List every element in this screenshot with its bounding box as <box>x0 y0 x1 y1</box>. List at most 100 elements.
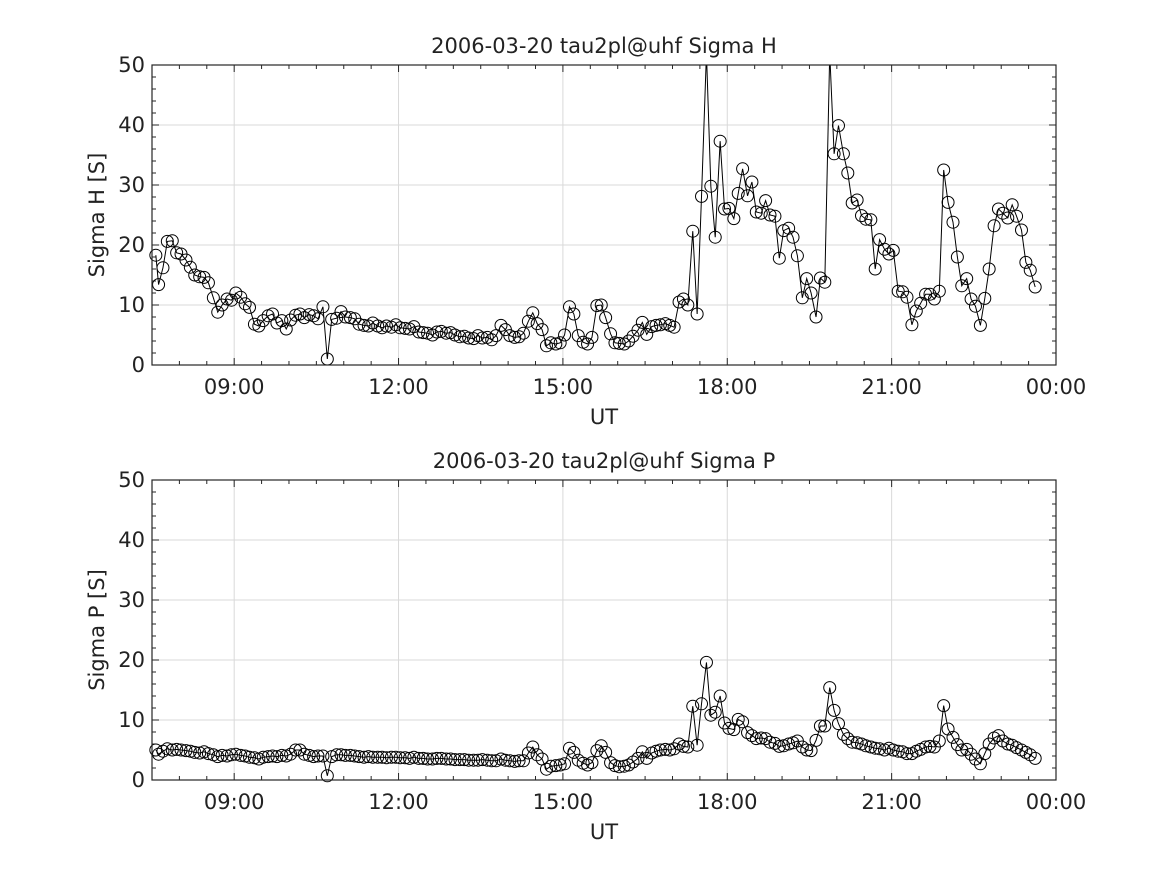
sigma-p-data-point <box>407 750 421 764</box>
sigma-p-data-point <box>831 717 845 731</box>
sigma-p-data-point <box>946 730 960 744</box>
sigma-p-data-point <box>188 745 202 759</box>
sigma-h-data-point <box>612 336 626 350</box>
sigma-h-data-point <box>201 276 215 290</box>
sigma-h-data-point <box>594 298 608 312</box>
sigma-p-ytick-label: 40 <box>118 528 145 552</box>
sigma-p-plot-area: 09:00 12:00 15:00 18:00 21:00 00:00 0 10 20 30 40 5… <box>118 0 1086 814</box>
sigma-h-xlabel: UT <box>590 405 618 429</box>
sigma-h-data-point <box>211 305 225 319</box>
sigma-p-data-point <box>439 752 453 766</box>
sigma-h-data-point <box>672 295 686 309</box>
sigma-h-data-point <box>1034 0 1046 6</box>
sigma-p-data-point <box>416 751 430 765</box>
sigma-h-data-point <box>289 308 303 322</box>
sigma-p-data-point <box>681 740 695 754</box>
sigma-p-data-point <box>375 750 389 764</box>
sigma-h-data-point <box>868 262 882 276</box>
sigma-h-data-point <box>1005 198 1019 212</box>
sigma-h-data-point <box>824 47 836 59</box>
sigma-h-data-point <box>827 147 841 161</box>
sigma-h-ytick-label: 10 <box>118 293 145 317</box>
sigma-p-data-point <box>498 753 512 767</box>
sigma-h-data-point <box>991 202 1005 216</box>
sigma-h-data-point <box>749 205 763 219</box>
sigma-h-data-point <box>544 336 558 350</box>
sigma-p-data-point <box>266 749 280 763</box>
sigma-p-data-point <box>964 747 978 761</box>
sigma-p-data-point <box>270 750 284 764</box>
sigma-p-data-point <box>421 752 435 766</box>
sigma-p-data-point <box>795 740 809 754</box>
sigma-p-data-point <box>389 750 403 764</box>
sigma-p-data-point <box>334 748 348 762</box>
sigma-p-data-point <box>590 744 604 758</box>
sigma-p-data-point <box>622 758 636 772</box>
sigma-p-data-point <box>297 747 311 761</box>
sigma-h-data-point <box>562 300 576 314</box>
sigma-p-data-point <box>379 751 393 765</box>
sigma-p-data-point <box>1028 751 1042 765</box>
sigma-h-data-point <box>1014 223 1028 237</box>
sigma-p-data-point <box>444 752 458 766</box>
sigma-p-data-point <box>526 740 540 754</box>
sigma-p-data-point <box>859 739 873 753</box>
sigma-h-data-point <box>855 209 868 223</box>
sigma-h-data-point <box>909 304 923 318</box>
sigma-p-data-point <box>763 735 777 749</box>
sigma-p-data-point <box>640 751 654 765</box>
sigma-p-data-point <box>612 760 626 774</box>
sigma-h-data-point <box>695 189 709 203</box>
sigma-p-data-point <box>745 729 759 743</box>
sigma-h-data-point <box>581 337 595 351</box>
sigma-p-data-point <box>462 753 476 767</box>
sigma-p-data-point <box>900 747 914 761</box>
sigma-p-data-point <box>708 705 722 719</box>
sigma-h-data-point <box>690 307 704 321</box>
sigma-p-data-point <box>919 740 933 754</box>
sigma-h-data-point <box>937 163 951 177</box>
sigma-p-data-point <box>686 699 700 713</box>
sigma-h-data-point <box>275 314 289 328</box>
sigma-h-data-point <box>361 319 375 333</box>
sigma-p-data-point <box>434 751 448 765</box>
sigma-h-data-point <box>800 272 814 286</box>
sigma-p-data-point <box>562 741 576 755</box>
sigma-h-data-point <box>759 194 773 208</box>
sigma-h-data-point <box>745 175 759 189</box>
sigma-h-data-point <box>256 314 270 328</box>
sigma-p-data-point <box>284 747 298 761</box>
sigma-p-data-point <box>1043 0 1055 6</box>
sigma-h-xtick-label: 00:00 <box>1026 375 1087 399</box>
sigma-h-ytick-label: 30 <box>118 173 145 197</box>
sigma-h-data-point <box>763 208 777 222</box>
sigma-h-data-point <box>841 166 855 180</box>
sigma-p-data-point <box>530 748 544 762</box>
sigma-h-data-point <box>316 300 330 314</box>
sigma-p-data-point <box>955 743 969 757</box>
sigma-h-data-point <box>736 162 750 176</box>
sigma-p-xtick-label: 18:00 <box>697 790 758 814</box>
sigma-p-data-point <box>160 742 174 756</box>
sigma-h-data-point <box>426 328 440 342</box>
sigma-h-data-point <box>859 212 873 226</box>
sigma-h-data-point <box>804 286 818 300</box>
sigma-p-data-point <box>403 751 416 765</box>
sigma-h-data-point <box>727 212 741 226</box>
sigma-h-data-point <box>604 327 618 341</box>
sigma-p-data-point <box>320 769 334 783</box>
sigma-h-data-point <box>713 134 727 148</box>
sigma-h-data-point <box>170 246 184 260</box>
sigma-h-data-point <box>585 330 599 344</box>
sigma-p-data-point <box>467 753 481 767</box>
sigma-p-data-point <box>736 715 750 729</box>
sigma-p-data-point <box>937 699 951 713</box>
sigma-h-data-point <box>768 209 782 223</box>
sigma-h-data-point <box>964 292 978 306</box>
sigma-h-data-point <box>160 234 174 248</box>
sigma-p-data-point <box>818 719 832 733</box>
sigma-h-data-point <box>330 311 344 325</box>
sigma-h-data-point <box>1019 255 1033 269</box>
sigma-h-data-point <box>941 195 955 209</box>
sigma-h-data-point <box>1047 0 1059 6</box>
